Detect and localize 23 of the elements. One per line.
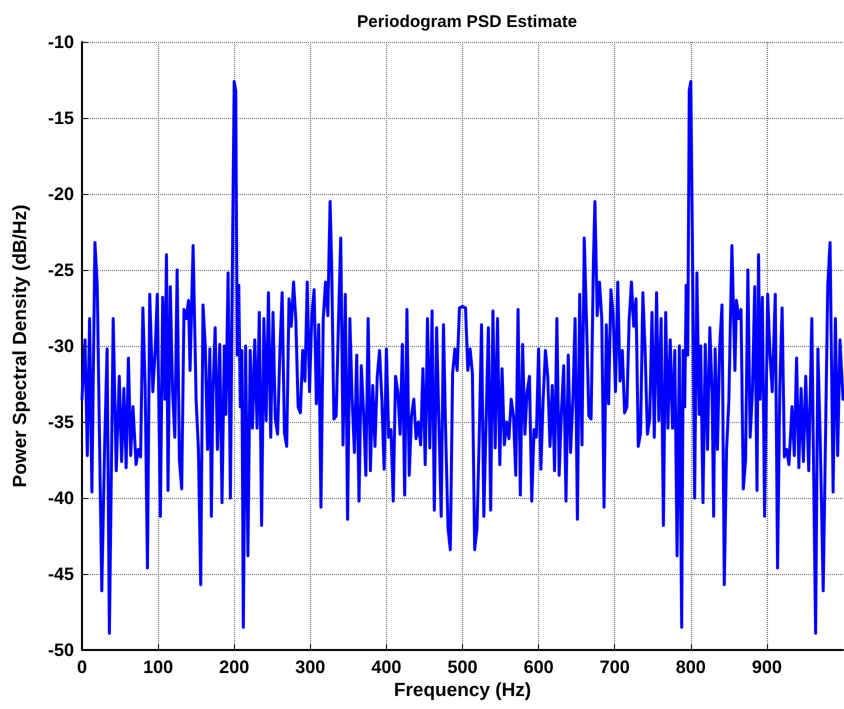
y-tick-label: -30 bbox=[48, 336, 74, 356]
y-tick-label: -50 bbox=[48, 640, 74, 660]
x-axis-title: Frequency (Hz) bbox=[394, 680, 532, 701]
x-tick-label: 200 bbox=[219, 657, 250, 677]
y-tick-label: -40 bbox=[48, 488, 74, 508]
y-tick-label: -10 bbox=[48, 32, 74, 52]
y-tick-label: -45 bbox=[48, 564, 74, 584]
x-tick-label: 100 bbox=[143, 657, 174, 677]
x-tick-label: 600 bbox=[524, 657, 554, 677]
y-axis-title: Power Spectral Density (dB/Hz) bbox=[10, 204, 31, 488]
x-tick-label: 300 bbox=[295, 657, 326, 677]
x-tick-label: 700 bbox=[600, 657, 630, 677]
y-tick-label: -25 bbox=[48, 260, 74, 280]
x-tick-label: 800 bbox=[676, 657, 706, 677]
x-tick-label: 400 bbox=[371, 657, 402, 677]
y-tick-label: -20 bbox=[48, 184, 74, 204]
line-series bbox=[80, 80, 844, 635]
x-tick-label: 900 bbox=[752, 657, 782, 677]
y-tick-label: -35 bbox=[48, 412, 74, 432]
chart-title: Periodogram PSD Estimate bbox=[356, 12, 578, 31]
y-tick-label: -15 bbox=[48, 108, 74, 128]
x-tick-label: 0 bbox=[76, 657, 88, 677]
x-tick-label: 500 bbox=[447, 657, 478, 677]
